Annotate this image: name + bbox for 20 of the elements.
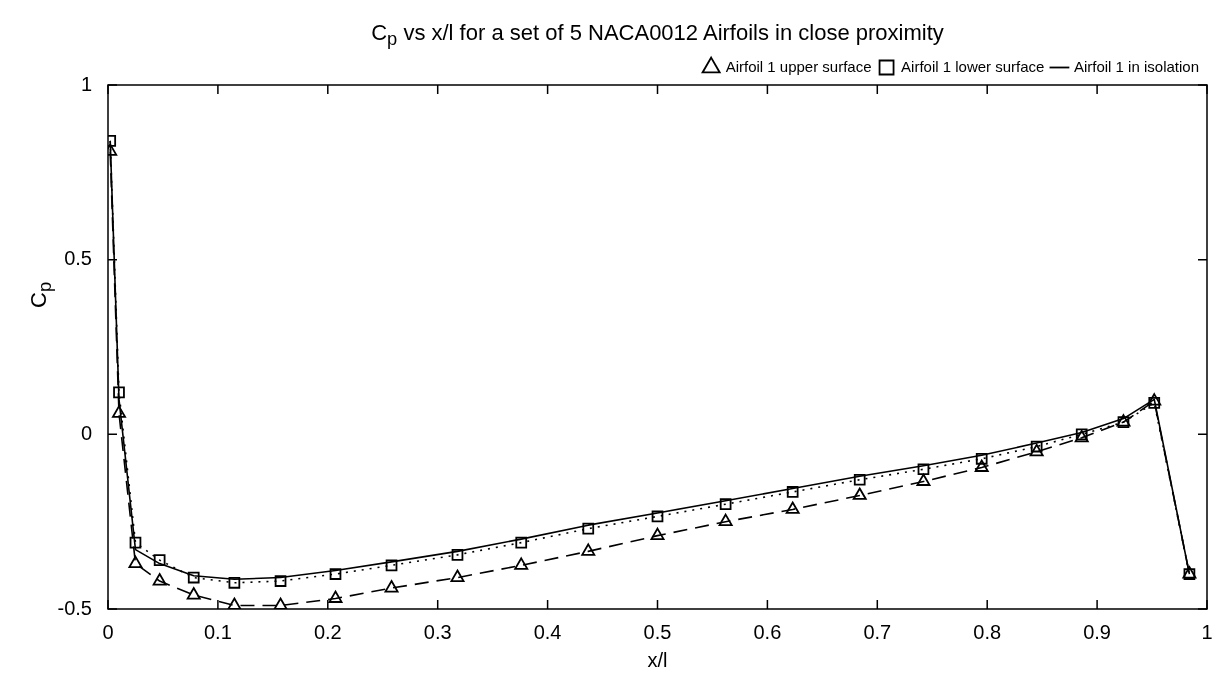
y-tick-label: -0.5	[57, 596, 92, 619]
legend-label: Airfoil 1 in isolation	[1073, 57, 1199, 75]
x-tick-label: 0.5	[643, 620, 672, 643]
y-tick-label: 0	[80, 421, 92, 444]
x-tick-label: 0.8	[973, 620, 1002, 643]
x-tick-label: 0.1	[203, 620, 232, 643]
chart-title: C$_{p}$ vs x/l for a set of 5 NACA0012 Airfoils in close proximity	[370, 20, 945, 51]
y-tick-label: 0.5	[64, 247, 92, 270]
x-tick-label: 0.3	[423, 620, 452, 643]
x-tick-label: 1	[1201, 620, 1213, 643]
x-tick-label: 0	[102, 620, 114, 643]
legend-label: Airfoil 1 lower surface	[901, 57, 1045, 75]
x-tick-label: 0.2	[313, 620, 342, 643]
x-tick-label: 0.6	[753, 620, 782, 643]
x-tick-label: 0.9	[1083, 620, 1112, 643]
y-tick-label: 1	[80, 72, 92, 95]
x-tick-label: 0.7	[863, 620, 892, 643]
legend-label: Airfoil 1 upper surface	[725, 57, 872, 75]
x-tick-label: 0.4	[533, 620, 562, 643]
x-axis-title: x/l	[647, 648, 668, 671]
